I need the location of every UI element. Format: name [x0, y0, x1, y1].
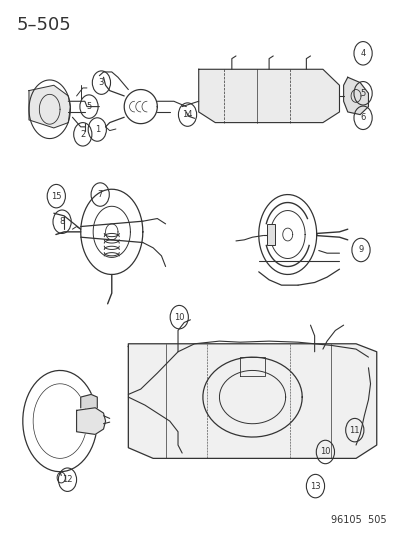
Text: 15: 15: [51, 192, 62, 200]
Text: 12: 12: [62, 475, 73, 484]
Polygon shape: [343, 77, 368, 115]
Polygon shape: [76, 408, 105, 434]
Text: 10: 10: [173, 313, 184, 321]
Text: 3: 3: [99, 78, 104, 87]
Text: 2: 2: [80, 130, 85, 139]
Polygon shape: [29, 85, 70, 128]
Text: 5–505: 5–505: [17, 16, 71, 34]
Text: 13: 13: [309, 482, 320, 490]
Text: 8: 8: [59, 217, 64, 226]
Text: 96105  505: 96105 505: [330, 515, 386, 525]
Polygon shape: [81, 394, 97, 408]
Text: 4: 4: [360, 49, 365, 58]
Text: 5: 5: [86, 102, 91, 111]
Text: 11: 11: [349, 426, 359, 434]
Text: 7: 7: [97, 190, 102, 199]
Text: 14: 14: [182, 110, 192, 119]
Text: 10: 10: [319, 448, 330, 456]
Text: 1: 1: [95, 125, 100, 134]
Bar: [266, 224, 275, 245]
Text: 5: 5: [360, 89, 365, 98]
Text: 6: 6: [360, 114, 365, 122]
Text: 9: 9: [358, 246, 363, 254]
Polygon shape: [128, 344, 376, 458]
Polygon shape: [198, 69, 339, 123]
